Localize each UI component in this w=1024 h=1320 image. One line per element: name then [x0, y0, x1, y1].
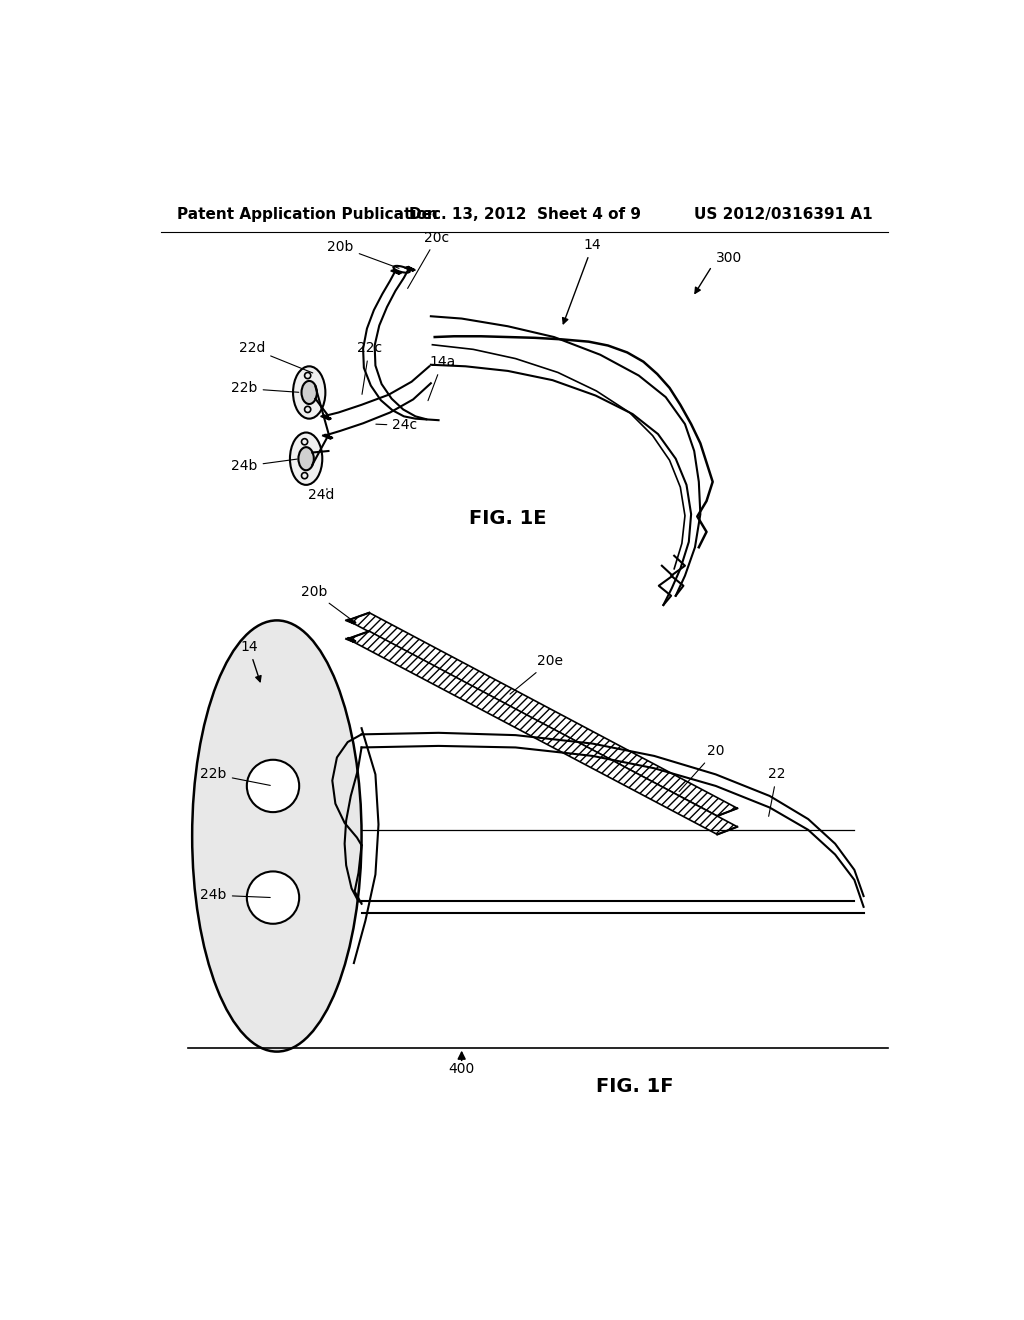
Polygon shape: [348, 612, 737, 816]
Text: 24c: 24c: [376, 418, 418, 433]
Polygon shape: [348, 631, 737, 834]
Text: Patent Application Publication: Patent Application Publication: [177, 207, 437, 222]
Ellipse shape: [298, 447, 313, 470]
Text: US 2012/0316391 A1: US 2012/0316391 A1: [694, 207, 872, 222]
Ellipse shape: [301, 381, 316, 404]
Text: 20e: 20e: [510, 655, 563, 694]
Text: 24b: 24b: [231, 459, 297, 474]
Text: 14a: 14a: [428, 355, 456, 401]
Text: 20b: 20b: [328, 240, 399, 268]
Text: 24d: 24d: [308, 488, 335, 502]
Text: 300: 300: [716, 251, 742, 265]
Text: FIG. 1F: FIG. 1F: [596, 1077, 674, 1096]
Text: 22c: 22c: [356, 342, 382, 395]
Ellipse shape: [247, 871, 299, 924]
Ellipse shape: [193, 620, 361, 1052]
Ellipse shape: [247, 760, 299, 812]
Text: 20c: 20c: [408, 231, 450, 289]
Text: 24b: 24b: [201, 888, 270, 902]
Text: Dec. 13, 2012  Sheet 4 of 9: Dec. 13, 2012 Sheet 4 of 9: [409, 207, 641, 222]
Text: 14: 14: [240, 640, 261, 681]
Text: 20b: 20b: [300, 585, 350, 619]
Text: 22d: 22d: [239, 342, 312, 374]
Text: 400: 400: [449, 1063, 475, 1076]
Text: 20: 20: [679, 744, 724, 792]
Text: 22b: 22b: [231, 381, 299, 396]
Text: 22: 22: [768, 767, 785, 816]
Text: FIG. 1E: FIG. 1E: [469, 510, 547, 528]
Ellipse shape: [290, 433, 323, 484]
Ellipse shape: [293, 367, 326, 418]
Text: 14: 14: [562, 239, 601, 323]
Text: 22b: 22b: [201, 767, 270, 785]
